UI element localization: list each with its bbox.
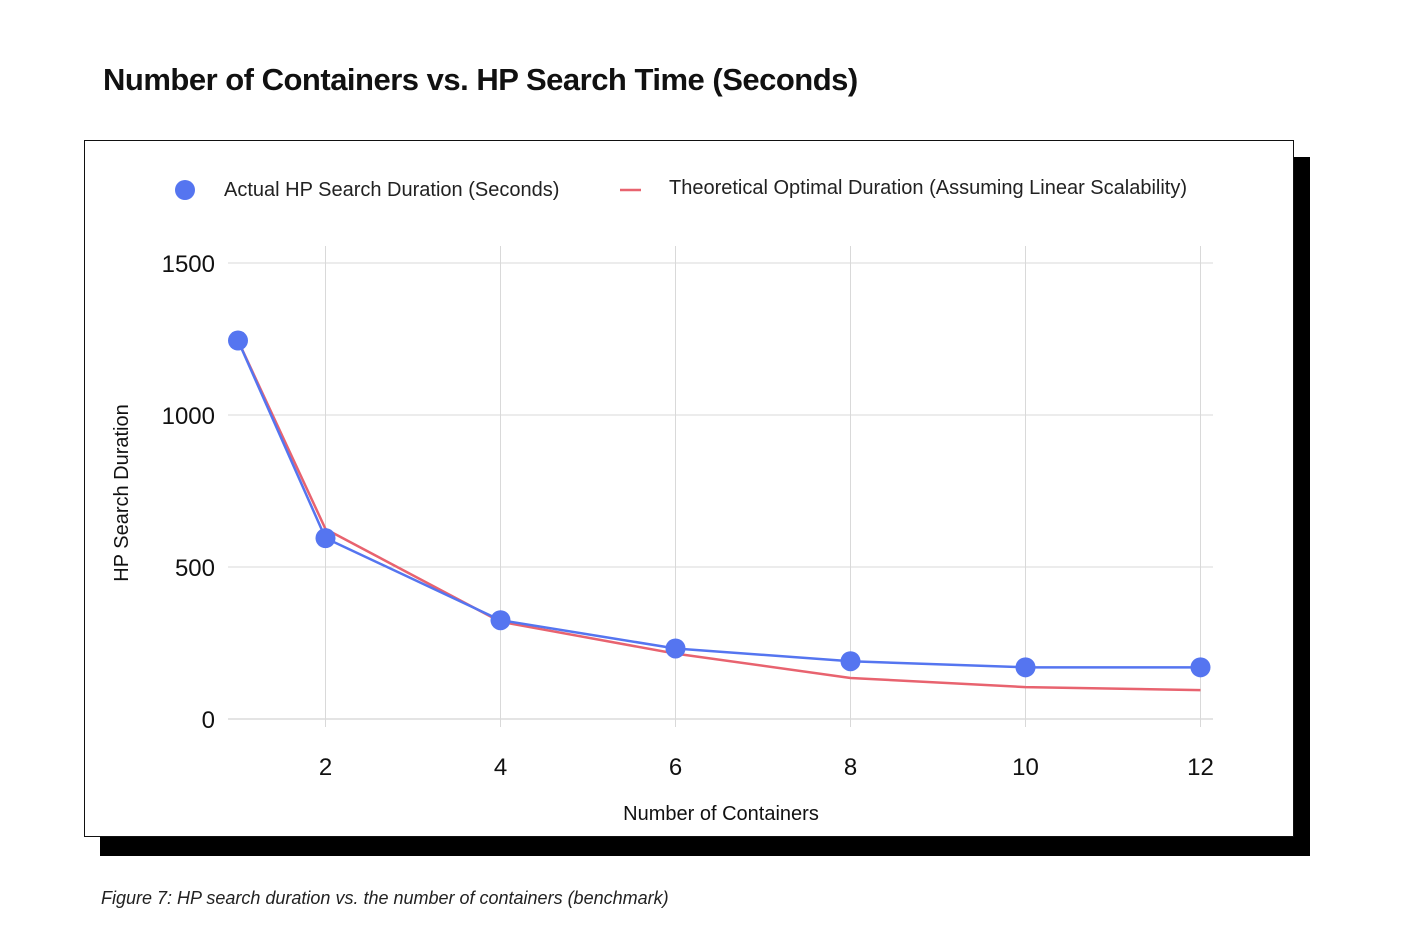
grid-lines	[228, 246, 1213, 727]
data-point-actual	[490, 610, 511, 631]
series-layer	[228, 330, 1211, 692]
series-line-theoretical	[236, 339, 1201, 692]
data-point-actual	[840, 651, 861, 672]
legend-marker-actual	[175, 180, 195, 200]
y-tick-label: 1000	[162, 403, 215, 430]
series-line-actual	[236, 340, 1201, 669]
y-axis-label: HP Search Duration	[111, 404, 133, 582]
x-tick-label: 8	[844, 754, 857, 781]
figure-caption: Figure 7: HP search duration vs. the num…	[101, 888, 669, 908]
x-tick-label: 10	[1012, 754, 1039, 781]
legend-label-actual: Actual HP Search Duration (Seconds)	[224, 179, 559, 201]
x-tick-label: 4	[494, 754, 507, 781]
legend-label-theoretical: Theoretical Optimal Duration (Assuming L…	[669, 177, 1187, 199]
y-tick-label: 1500	[162, 251, 215, 278]
y-tick-label: 500	[175, 555, 215, 582]
x-tick-label: 12	[1187, 754, 1214, 781]
line-chart: 0 500 1000 1500 2 4 6 8 10 12 Actual HP Search D…	[111, 177, 1214, 825]
data-point-actual	[1015, 657, 1036, 678]
chart-title: Number of Containers vs. HP Search Time …	[103, 62, 858, 97]
x-tick-label: 2	[319, 754, 332, 781]
data-point-actual	[1190, 657, 1211, 678]
x-axis-label: Number of Containers	[623, 803, 819, 825]
data-point-actual	[315, 528, 336, 549]
x-axis-ticks: 2 4 6 8 10 12	[319, 754, 1214, 781]
legend: Actual HP Search Duration (Seconds) Theo…	[175, 177, 1187, 201]
data-point-actual	[228, 330, 248, 351]
y-axis-ticks: 0 500 1000 1500	[162, 251, 215, 734]
y-tick-label: 0	[202, 707, 215, 734]
chart-card: 0 500 1000 1500 2 4 6 8 10 12 Actual HP Search D…	[84, 140, 1294, 837]
x-tick-label: 6	[669, 754, 682, 781]
data-point-actual	[665, 638, 686, 659]
